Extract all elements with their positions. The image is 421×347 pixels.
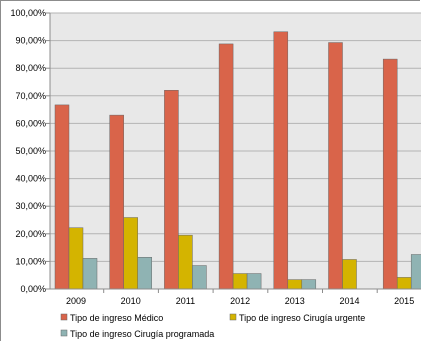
- bar: [382, 58, 398, 290]
- bar: [342, 259, 357, 290]
- bar: [328, 42, 343, 290]
- y-tick-label: 80,00%: [15, 63, 46, 73]
- bar: [82, 258, 98, 290]
- bar: [396, 277, 412, 290]
- bar: [54, 104, 70, 290]
- legend-label: Tipo de ingreso Cirugía urgente: [239, 313, 365, 323]
- bar: [218, 43, 234, 290]
- y-tick-label: 70,00%: [15, 91, 46, 101]
- x-tick-label: 2013: [285, 296, 305, 306]
- legend-swatch: [229, 313, 237, 321]
- y-tick-label: 40,00%: [15, 174, 46, 184]
- bar: [232, 273, 248, 290]
- bar: [123, 217, 138, 290]
- x-tick-label: 2015: [394, 296, 414, 306]
- bar: [68, 227, 84, 290]
- bar: [164, 90, 179, 290]
- y-tick-label: 100,00%: [10, 8, 46, 18]
- y-tick-label: 90,00%: [15, 36, 46, 46]
- bar: [178, 234, 193, 290]
- bar: [109, 114, 124, 290]
- bar: [246, 273, 262, 290]
- x-tick-label: 2009: [66, 296, 86, 306]
- bar: [410, 254, 421, 290]
- y-tick-label: 0,00%: [20, 284, 46, 294]
- x-tick-label: 2010: [121, 296, 141, 306]
- y-tick-label: 50,00%: [15, 146, 46, 156]
- y-tick-label: 60,00%: [15, 118, 46, 128]
- legend-label: Tipo de ingreso Cirugía programada: [70, 329, 214, 339]
- y-axis: 0,00% 10,00% 20,00% 30,00% 40,00% 50,00% 60,00…: [10, 8, 51, 294]
- bar: [287, 279, 303, 290]
- bar: [192, 265, 207, 290]
- x-tick-label: 2011: [176, 296, 195, 306]
- legend-label: Tipo de ingreso Médico: [70, 313, 163, 323]
- x-tick-label: 2014: [339, 296, 359, 306]
- x-axis: 2009 2010 2011 2012 2013 2014 2015: [50, 288, 421, 306]
- x-tick-label: 2012: [230, 296, 250, 306]
- legend: Tipo de ingreso Médico Tipo de ingreso Ci…: [60, 313, 365, 339]
- bar: [273, 31, 289, 290]
- bar: [301, 279, 317, 290]
- bar: [137, 257, 152, 290]
- y-tick-label: 10,00%: [15, 256, 46, 266]
- y-tick-label: 30,00%: [15, 201, 46, 211]
- legend-swatch: [60, 313, 68, 321]
- y-tick-label: 20,00%: [15, 229, 46, 239]
- legend-swatch: [60, 329, 68, 337]
